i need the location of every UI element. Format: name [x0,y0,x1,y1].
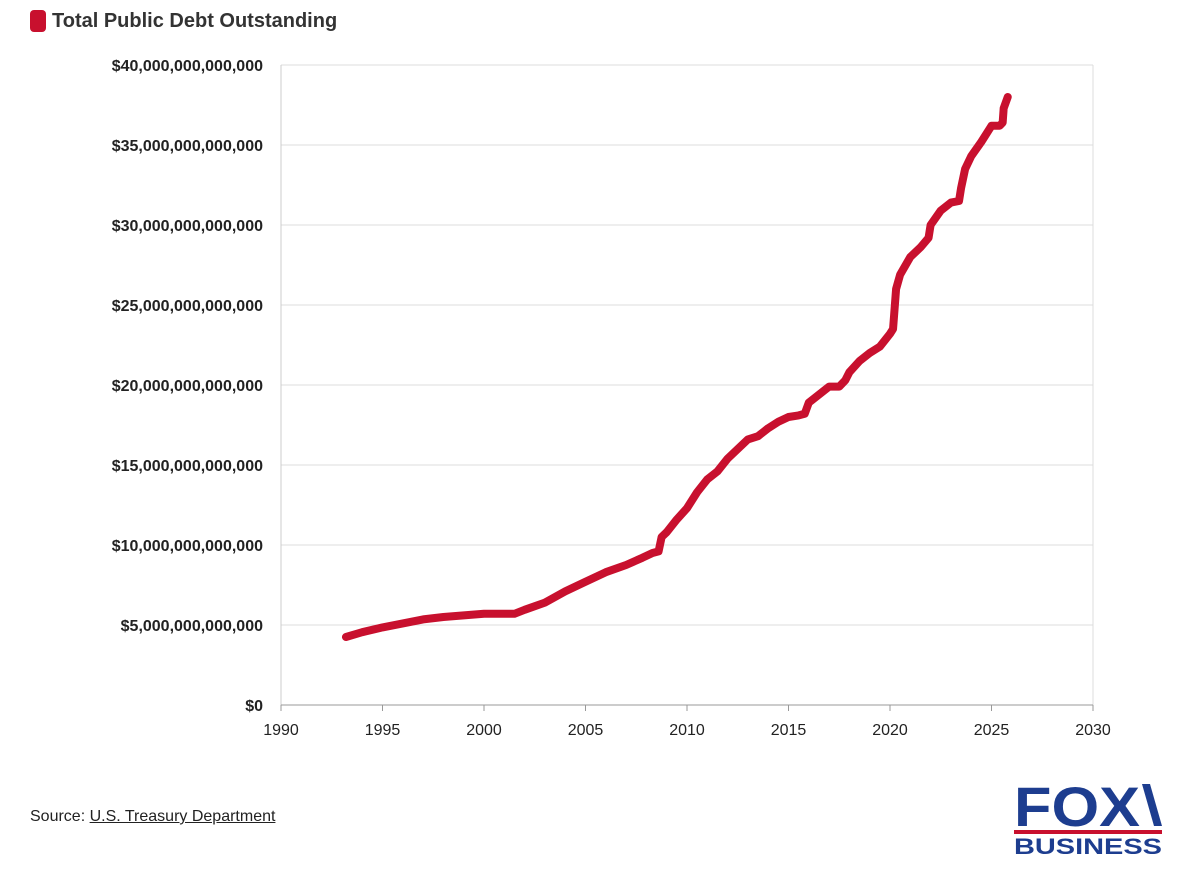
source-note: Source: U.S. Treasury Department [30,808,275,826]
logo-business-text: BUSINESS [1014,834,1162,858]
x-tick-label: 2025 [974,722,1010,739]
axes [280,65,1094,711]
y-tick-label: $15,000,000,000,000 [112,458,263,475]
source-prefix: Source: [30,808,90,825]
x-tick-label: 2020 [872,722,908,739]
y-tick-label: $25,000,000,000,000 [112,298,263,315]
x-tick-label: 2010 [669,722,705,739]
gridlines [281,64,1094,705]
x-tick-label: 2005 [568,722,604,739]
fox-business-logo: FOX BUSINESS [1014,778,1162,858]
legend-swatch [30,10,46,32]
x-tick-label: 2015 [771,722,807,739]
y-tick-label: $5,000,000,000,000 [121,618,263,635]
x-tick-labels: 1990 1995 2000 2005 2010 2015 2020 2025 2030 [263,722,1111,739]
series-line [341,93,1012,641]
y-tick-label: $30,000,000,000,000 [112,218,263,235]
x-tick-label: 2030 [1075,722,1111,739]
logo-slash-mark [1142,784,1162,826]
legend: Total Public Debt Outstanding [30,8,337,34]
y-tick-label: $10,000,000,000,000 [112,538,263,555]
logo-stripe [1014,830,1162,834]
source-link[interactable]: U.S. Treasury Department [89,808,276,825]
y-tick-label: $40,000,000,000,000 [112,58,263,75]
x-tick-label: 1995 [365,722,401,739]
logo-fox-text: FOX [1014,778,1140,838]
legend-label: Total Public Debt Outstanding [52,9,338,32]
x-tick-label: 1990 [263,722,299,739]
series-layer [341,93,1012,641]
x-tick-label: 2000 [466,722,502,739]
y-tick-label: $20,000,000,000,000 [112,378,263,395]
y-tick-labels: $0 $5,000,000,000,000 $10,000,000,000,000 $… [112,58,263,715]
y-tick-label: $0 [245,698,263,715]
y-tick-label: $35,000,000,000,000 [112,138,263,155]
